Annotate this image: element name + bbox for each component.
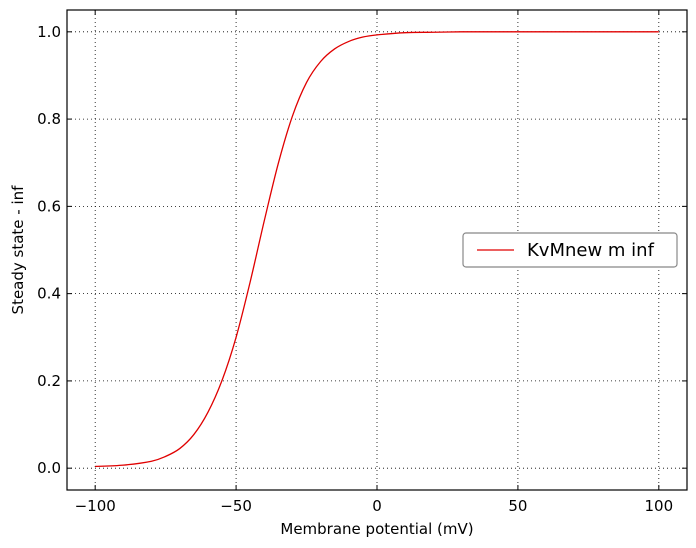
series-line — [95, 31, 659, 468]
y-tick-label: 0.0 — [37, 459, 61, 477]
x-tick-label: −50 — [220, 497, 252, 515]
line-layer — [95, 31, 659, 468]
legend-box — [462, 232, 678, 268]
x-tick-label: 50 — [508, 497, 527, 515]
y-tick-label: 0.2 — [37, 372, 61, 390]
legend-label: KvMnew m inf — [527, 240, 655, 261]
y-tick-label: 1.0 — [37, 23, 61, 41]
x-tick-label: 100 — [644, 497, 673, 515]
y-tick-label: 0.8 — [37, 110, 61, 128]
y-tick-label: 0.4 — [37, 285, 61, 303]
tick-layer: −100 −50 0 50 100 0.0 0.2 0.4 0.6 0.8 1.0 — [37, 10, 687, 515]
y-axis-title: Steady state - inf — [9, 185, 27, 315]
legend: KvMnew m inf — [462, 232, 678, 268]
x-tick-label: 0 — [372, 497, 382, 515]
y-tick-label: 0.6 — [37, 197, 61, 215]
x-axis-title: Membrane potential (mV) — [280, 520, 473, 538]
x-tick-label: −100 — [75, 497, 116, 515]
plot-frame — [66, 9, 688, 491]
